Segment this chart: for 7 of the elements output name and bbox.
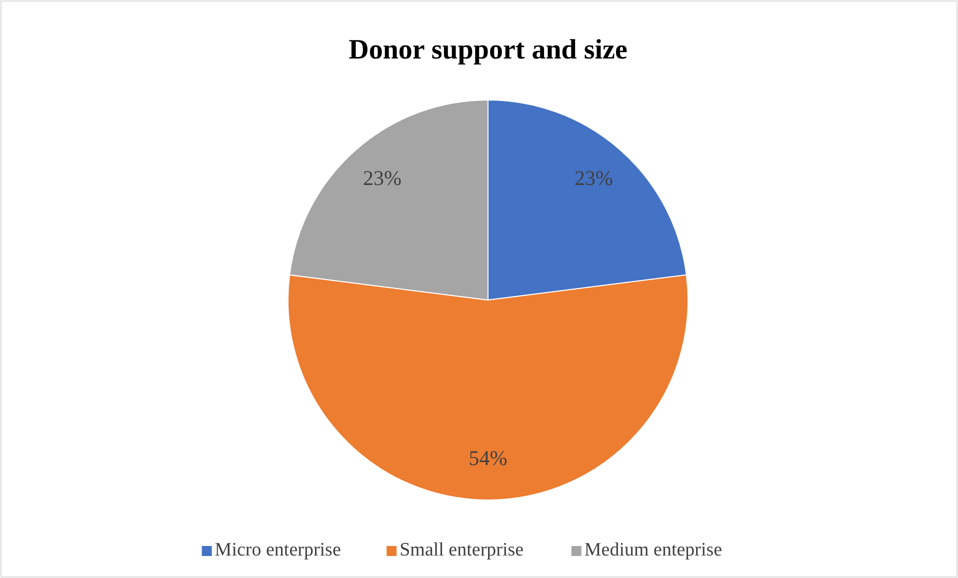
data-label: 54% [468,446,508,470]
data-label: 23% [574,166,614,190]
legend-label: Micro enterprise [214,539,341,560]
legend-label: Small enterprise [400,539,524,560]
legend-label: Medium enteprise [584,539,722,560]
chart-title: Donor support and size [348,34,628,66]
data-label: 23% [362,166,402,190]
